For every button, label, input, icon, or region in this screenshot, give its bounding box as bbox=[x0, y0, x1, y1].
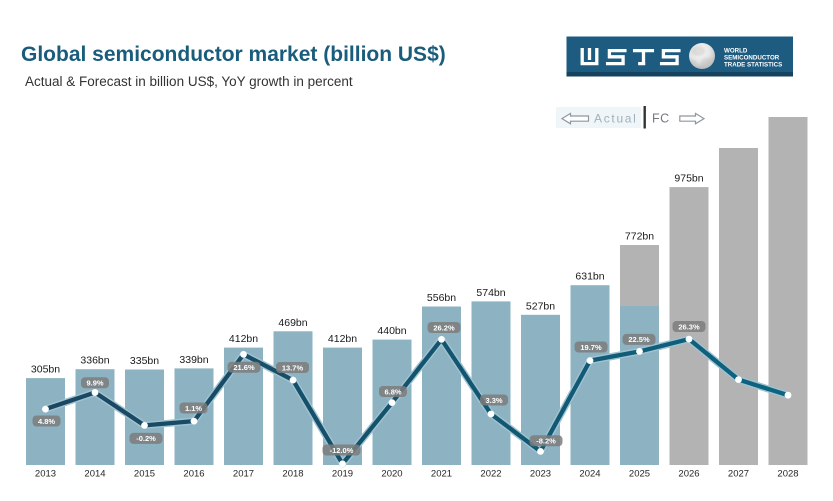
svg-text:2020: 2020 bbox=[381, 469, 402, 480]
svg-text:2028: 2028 bbox=[777, 469, 798, 480]
svg-text:339bn: 339bn bbox=[179, 354, 208, 366]
svg-text:2023: 2023 bbox=[530, 469, 551, 480]
svg-text:469bn: 469bn bbox=[278, 317, 307, 329]
svg-text:336bn: 336bn bbox=[80, 355, 109, 367]
svg-text:22.5%: 22.5% bbox=[628, 335, 650, 344]
svg-text:305bn: 305bn bbox=[31, 364, 60, 376]
svg-text:2022: 2022 bbox=[480, 469, 501, 480]
svg-text:2014: 2014 bbox=[84, 469, 105, 480]
svg-text:FC: FC bbox=[652, 112, 670, 126]
svg-text:2024: 2024 bbox=[579, 469, 600, 480]
svg-text:SEMICONDUCTOR: SEMICONDUCTOR bbox=[724, 55, 780, 62]
svg-text:9.9%: 9.9% bbox=[86, 379, 103, 388]
svg-text:2018: 2018 bbox=[282, 469, 303, 480]
svg-text:3.3%: 3.3% bbox=[485, 396, 502, 405]
svg-text:26.2%: 26.2% bbox=[433, 323, 455, 332]
svg-text:-8.2%: -8.2% bbox=[536, 437, 556, 446]
svg-text:2019: 2019 bbox=[332, 469, 353, 480]
svg-text:2013: 2013 bbox=[35, 469, 56, 480]
svg-text:574bn: 574bn bbox=[476, 287, 505, 299]
svg-text:2027: 2027 bbox=[728, 469, 749, 480]
svg-text:4.8%: 4.8% bbox=[38, 417, 55, 426]
svg-text:26.3%: 26.3% bbox=[678, 322, 700, 331]
svg-text:2026: 2026 bbox=[678, 469, 699, 480]
svg-text:2016: 2016 bbox=[183, 469, 204, 480]
svg-text:WORLD: WORLD bbox=[724, 48, 748, 55]
svg-text:440bn: 440bn bbox=[377, 325, 406, 337]
svg-text:772bn: 772bn bbox=[625, 231, 654, 243]
svg-text:412bn: 412bn bbox=[328, 333, 357, 345]
svg-text:6.8%: 6.8% bbox=[384, 387, 401, 396]
svg-text:-12.0%: -12.0% bbox=[330, 446, 354, 455]
svg-text:631bn: 631bn bbox=[575, 271, 604, 283]
svg-text:19.7%: 19.7% bbox=[580, 343, 602, 352]
svg-text:Actual & Forecast in billion U: Actual & Forecast in billion US$, YoY gr… bbox=[25, 74, 353, 89]
svg-text:335bn: 335bn bbox=[130, 355, 159, 367]
svg-text:527bn: 527bn bbox=[526, 300, 555, 312]
svg-text:975bn: 975bn bbox=[674, 173, 703, 185]
svg-text:1.1%: 1.1% bbox=[185, 404, 202, 413]
svg-text:TRADE STATISTICS: TRADE STATISTICS bbox=[724, 62, 782, 69]
svg-text:-0.2%: -0.2% bbox=[136, 434, 156, 443]
svg-text:2021: 2021 bbox=[431, 469, 452, 480]
svg-text:13.7%: 13.7% bbox=[282, 363, 304, 372]
svg-text:21.6%: 21.6% bbox=[233, 363, 255, 372]
svg-text:2025: 2025 bbox=[629, 469, 650, 480]
svg-text:412bn: 412bn bbox=[229, 333, 258, 345]
svg-text:2015: 2015 bbox=[134, 469, 155, 480]
svg-text:2017: 2017 bbox=[233, 469, 254, 480]
svg-text:556bn: 556bn bbox=[427, 292, 456, 304]
svg-text:Global semiconductor market (b: Global semiconductor market (billion US$… bbox=[21, 43, 446, 66]
svg-text:Actual: Actual bbox=[594, 112, 638, 126]
